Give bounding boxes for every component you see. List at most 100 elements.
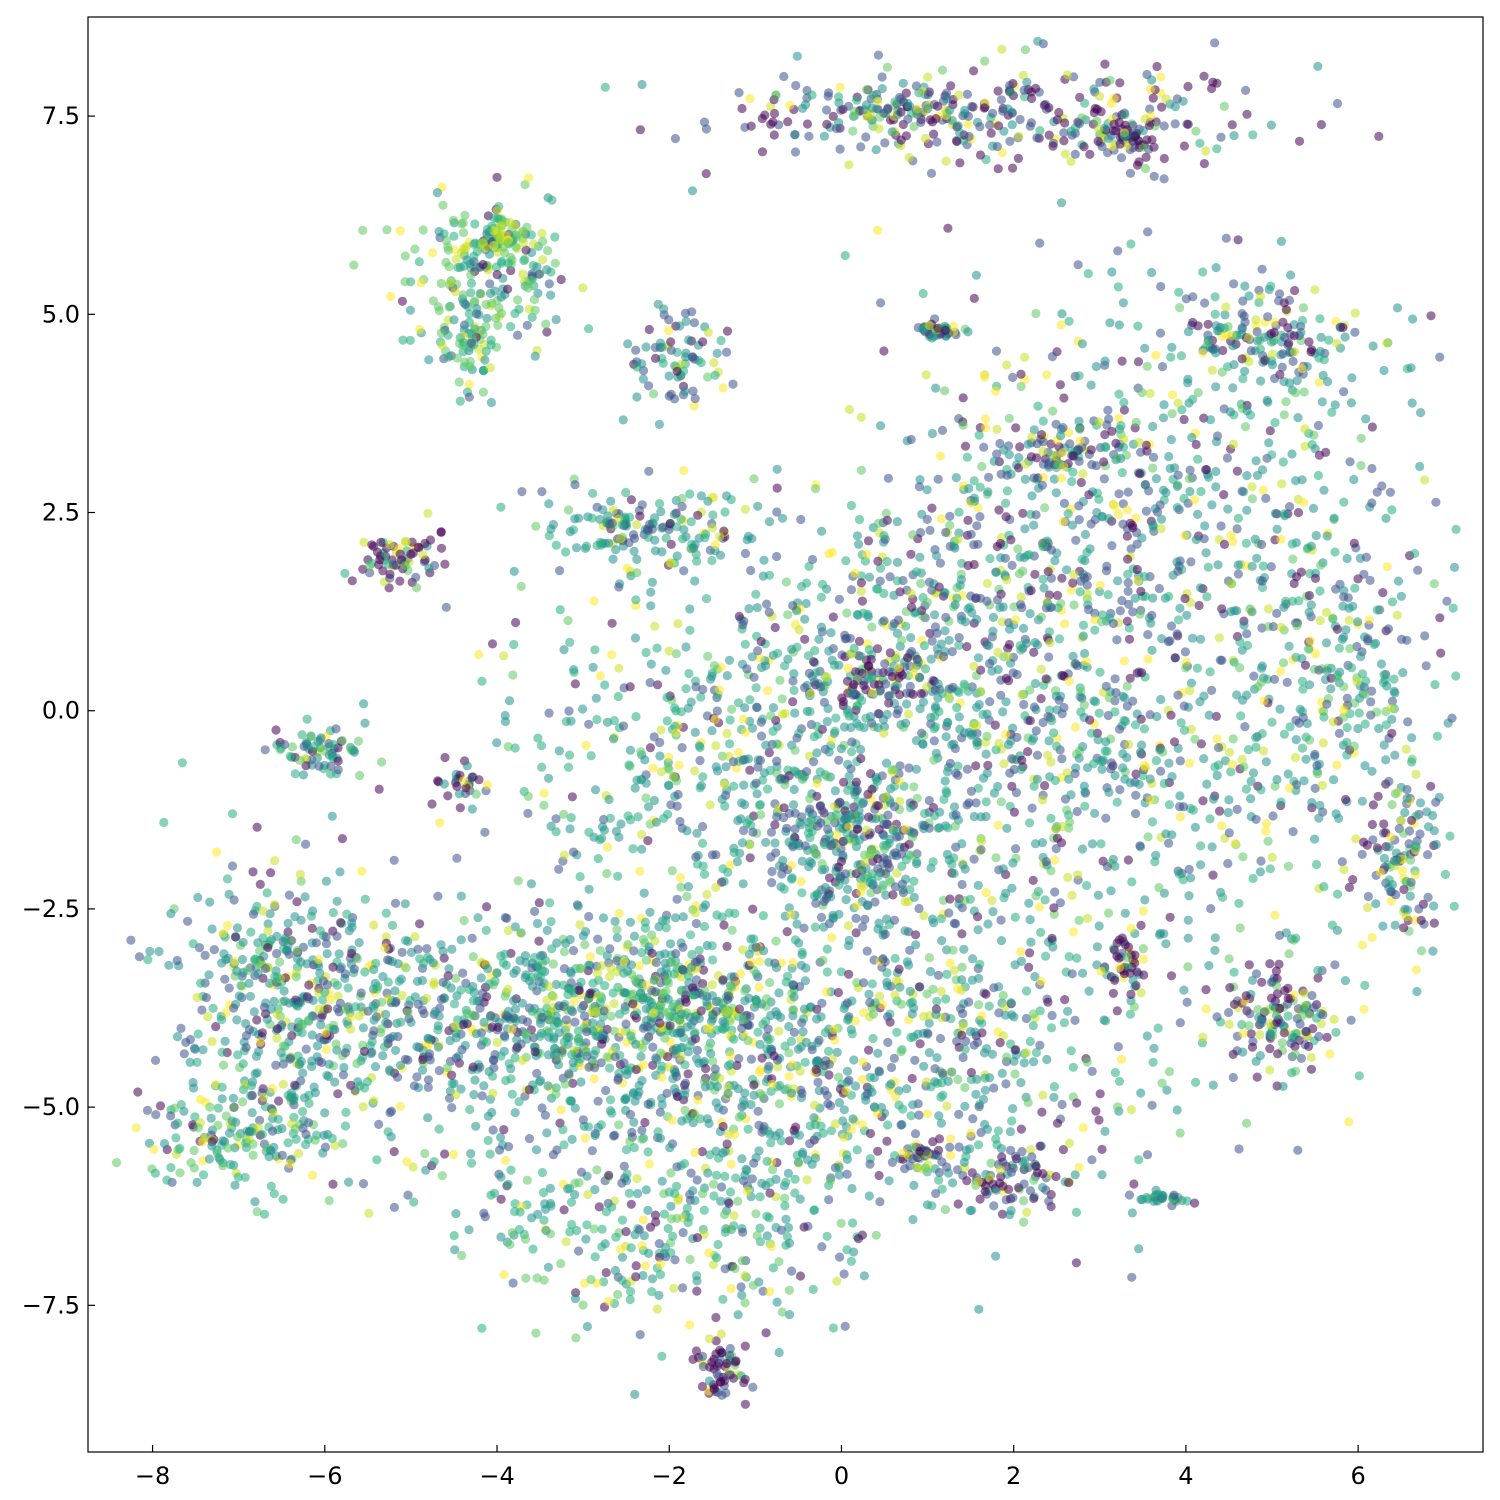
scatter-point bbox=[565, 824, 575, 834]
scatter-point bbox=[1159, 153, 1169, 164]
scatter-point bbox=[940, 776, 950, 786]
scatter-point bbox=[360, 894, 370, 904]
scatter-point bbox=[727, 704, 737, 714]
scatter-point bbox=[774, 988, 784, 998]
scatter-point bbox=[921, 370, 931, 380]
scatter-point bbox=[1449, 562, 1460, 573]
scatter-point bbox=[520, 180, 530, 190]
scatter-point bbox=[584, 324, 594, 334]
scatter-point bbox=[962, 452, 972, 462]
scatter-point bbox=[402, 1157, 412, 1167]
scatter-point bbox=[1029, 520, 1039, 530]
scatter-point bbox=[1168, 390, 1178, 400]
scatter-point bbox=[1257, 576, 1267, 586]
scatter-point bbox=[518, 269, 528, 279]
scatter-point bbox=[1074, 915, 1084, 926]
scatter-point bbox=[1023, 747, 1033, 757]
scatter-point bbox=[522, 222, 532, 232]
scatter-point bbox=[790, 824, 800, 834]
scatter-point bbox=[840, 250, 850, 261]
scatter-point bbox=[816, 912, 827, 923]
scatter-point bbox=[1214, 633, 1224, 643]
scatter-point bbox=[440, 752, 450, 763]
scatter-point bbox=[675, 873, 686, 883]
scatter-point bbox=[154, 946, 164, 957]
scatter-point bbox=[1281, 397, 1291, 407]
scatter-point bbox=[304, 980, 314, 990]
scatter-point bbox=[485, 1012, 495, 1022]
scatter-point bbox=[920, 821, 930, 831]
scatter-point bbox=[244, 978, 254, 989]
scatter-point bbox=[724, 655, 735, 665]
scatter-point bbox=[1164, 591, 1174, 602]
scatter-point bbox=[1030, 569, 1040, 580]
scatter-point bbox=[456, 219, 466, 229]
scatter-point bbox=[630, 975, 640, 985]
scatter-point bbox=[1158, 413, 1169, 423]
scatter-point bbox=[1026, 118, 1036, 128]
scatter-point bbox=[554, 746, 564, 756]
scatter-point bbox=[227, 861, 238, 871]
scatter-point bbox=[1315, 314, 1325, 324]
scatter-point bbox=[1015, 114, 1025, 125]
scatter-point bbox=[547, 195, 557, 205]
scatter-point bbox=[840, 869, 851, 879]
scatter-point bbox=[1031, 510, 1041, 520]
scatter-point bbox=[207, 924, 217, 934]
scatter-point bbox=[340, 1048, 350, 1058]
scatter-point bbox=[465, 356, 475, 367]
scatter-point bbox=[1046, 757, 1056, 767]
scatter-point bbox=[1237, 354, 1247, 364]
scatter-point bbox=[927, 117, 938, 127]
scatter-point bbox=[906, 633, 916, 643]
scatter-point bbox=[1139, 724, 1149, 734]
scatter-point bbox=[475, 1003, 485, 1013]
scatter-point bbox=[1019, 85, 1029, 95]
scatter-point bbox=[523, 283, 533, 293]
scatter-point bbox=[492, 270, 502, 280]
scatter-point bbox=[693, 510, 703, 520]
scatter-point bbox=[907, 602, 917, 612]
scatter-point bbox=[920, 664, 931, 674]
scatter-point bbox=[1172, 481, 1182, 491]
scatter-point bbox=[690, 394, 700, 404]
scatter-point bbox=[1191, 535, 1201, 545]
scatter-point bbox=[927, 503, 937, 513]
scatter-point bbox=[589, 596, 599, 606]
scatter-point bbox=[595, 946, 606, 956]
scatter-point bbox=[211, 847, 222, 857]
scatter-point bbox=[844, 404, 855, 415]
scatter-point bbox=[1064, 676, 1074, 686]
scatter-point bbox=[971, 798, 981, 808]
scatter-point bbox=[962, 764, 973, 774]
scatter-point bbox=[688, 386, 698, 396]
scatter-point bbox=[1004, 639, 1015, 650]
scatter-point bbox=[1226, 579, 1236, 589]
scatter-point bbox=[360, 967, 370, 977]
scatter-point bbox=[971, 737, 982, 747]
scatter-point bbox=[789, 800, 799, 810]
scatter-point bbox=[280, 936, 291, 946]
scatter-point bbox=[876, 421, 886, 431]
scatter-point bbox=[1200, 298, 1210, 308]
scatter-point bbox=[1349, 474, 1359, 485]
scatter-point bbox=[333, 765, 343, 775]
scatter-point bbox=[991, 346, 1002, 356]
scatter-point bbox=[1076, 477, 1086, 488]
scatter-point bbox=[761, 837, 771, 848]
scatter-point bbox=[602, 868, 612, 879]
scatter-point bbox=[435, 818, 445, 828]
scatter-point bbox=[779, 803, 789, 813]
scatter-point bbox=[456, 891, 466, 901]
scatter-point bbox=[694, 945, 704, 956]
scatter-point bbox=[722, 347, 732, 357]
scatter-point bbox=[344, 926, 354, 936]
scatter-point bbox=[1107, 541, 1117, 551]
scatter-point bbox=[1266, 281, 1276, 291]
scatter-point bbox=[637, 359, 647, 369]
scatter-point bbox=[1347, 373, 1357, 383]
scatter-point bbox=[396, 974, 406, 984]
scatter-point bbox=[467, 804, 477, 814]
scatter-point bbox=[553, 1018, 564, 1028]
scatter-point bbox=[1244, 332, 1254, 342]
